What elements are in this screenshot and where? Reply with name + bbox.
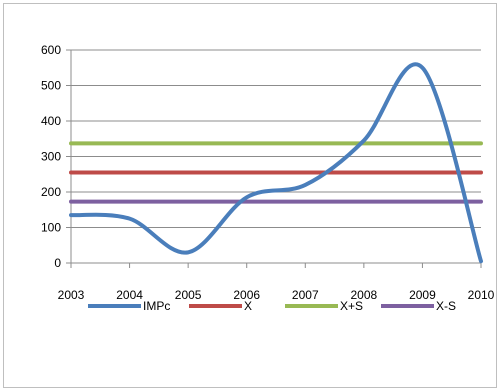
y-tick-label: 0: [54, 256, 61, 270]
x-tick-label: 2008: [351, 288, 378, 302]
x-axis-ticks: 2003 2004 2005 2006 2007 2008 2009 2010: [58, 263, 495, 302]
x-tick-label: 2005: [175, 288, 202, 302]
x-tick-label: 2004: [116, 288, 143, 302]
y-axis-ticks: 0 100 200 300 400 500 600: [41, 43, 71, 270]
x-tick-label: 2006: [233, 288, 260, 302]
y-tick-label: 300: [41, 150, 61, 164]
x-tick-label: 2010: [468, 288, 495, 302]
y-tick-label: 600: [41, 43, 61, 57]
legend: IMPc X X+S X-S: [88, 299, 456, 313]
series-lines: [69, 62, 483, 264]
x-tick-label: 2009: [409, 288, 436, 302]
y-tick-label: 100: [41, 221, 61, 235]
x-tick-label: 2007: [292, 288, 319, 302]
gridlines: [71, 49, 481, 228]
y-tick-label: 400: [41, 114, 61, 128]
legend-label-impc: IMPc: [143, 299, 170, 313]
legend-label-x: X: [244, 299, 252, 313]
y-tick-label: 500: [41, 79, 61, 93]
legend-label-x-plus-s: X+S: [340, 299, 363, 313]
x-tick-label: 2003: [58, 288, 85, 302]
y-tick-label: 200: [41, 185, 61, 199]
series-line-impc: [69, 62, 483, 264]
legend-label-x-s: X-S: [436, 299, 456, 313]
